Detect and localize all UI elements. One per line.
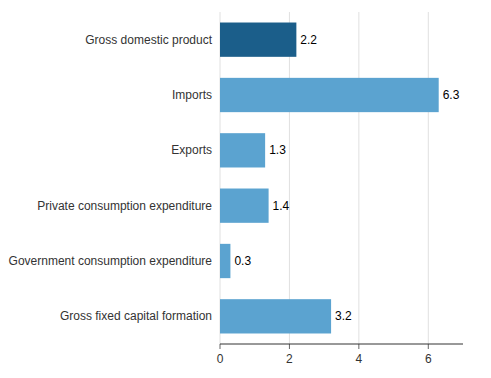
grid-line	[358, 12, 359, 344]
chart: 0 2 4 6 Gross fixed capital formation Governm…	[0, 0, 491, 378]
grid-line	[289, 12, 290, 344]
tick-mark	[358, 344, 359, 349]
category-label: Gross domestic product	[85, 33, 212, 47]
bar	[220, 133, 265, 167]
category-label: Government consumption expenditure	[9, 254, 213, 268]
tick-mark	[220, 344, 221, 349]
bar	[220, 299, 331, 333]
data-label: 6.3	[443, 88, 460, 102]
tick-label: 4	[356, 352, 363, 366]
bar	[220, 189, 269, 223]
tick-mark	[289, 344, 290, 349]
grid-line	[220, 12, 221, 344]
data-label: 1.3	[269, 143, 286, 157]
bar	[220, 23, 296, 57]
tick-label: 6	[425, 352, 432, 366]
tick-label: 0	[217, 352, 224, 366]
category-label: Gross fixed capital formation	[60, 309, 212, 323]
data-label: 1.4	[273, 199, 290, 213]
tick-mark	[428, 344, 429, 349]
bar	[220, 78, 439, 112]
category-label: Imports	[172, 88, 212, 102]
chart-container: 0 2 4 6 Gross fixed capital formation Governm…	[0, 0, 491, 378]
data-label: 2.2	[300, 33, 317, 47]
bar	[220, 244, 230, 278]
data-label: 3.2	[335, 309, 352, 323]
x-axis-line	[220, 344, 463, 345]
tick-label: 2	[286, 352, 293, 366]
grid-line	[428, 12, 429, 344]
category-label: Exports	[171, 143, 212, 157]
category-label: Private consumption expenditure	[37, 199, 212, 213]
data-label: 0.3	[234, 254, 251, 268]
bars	[220, 23, 439, 334]
